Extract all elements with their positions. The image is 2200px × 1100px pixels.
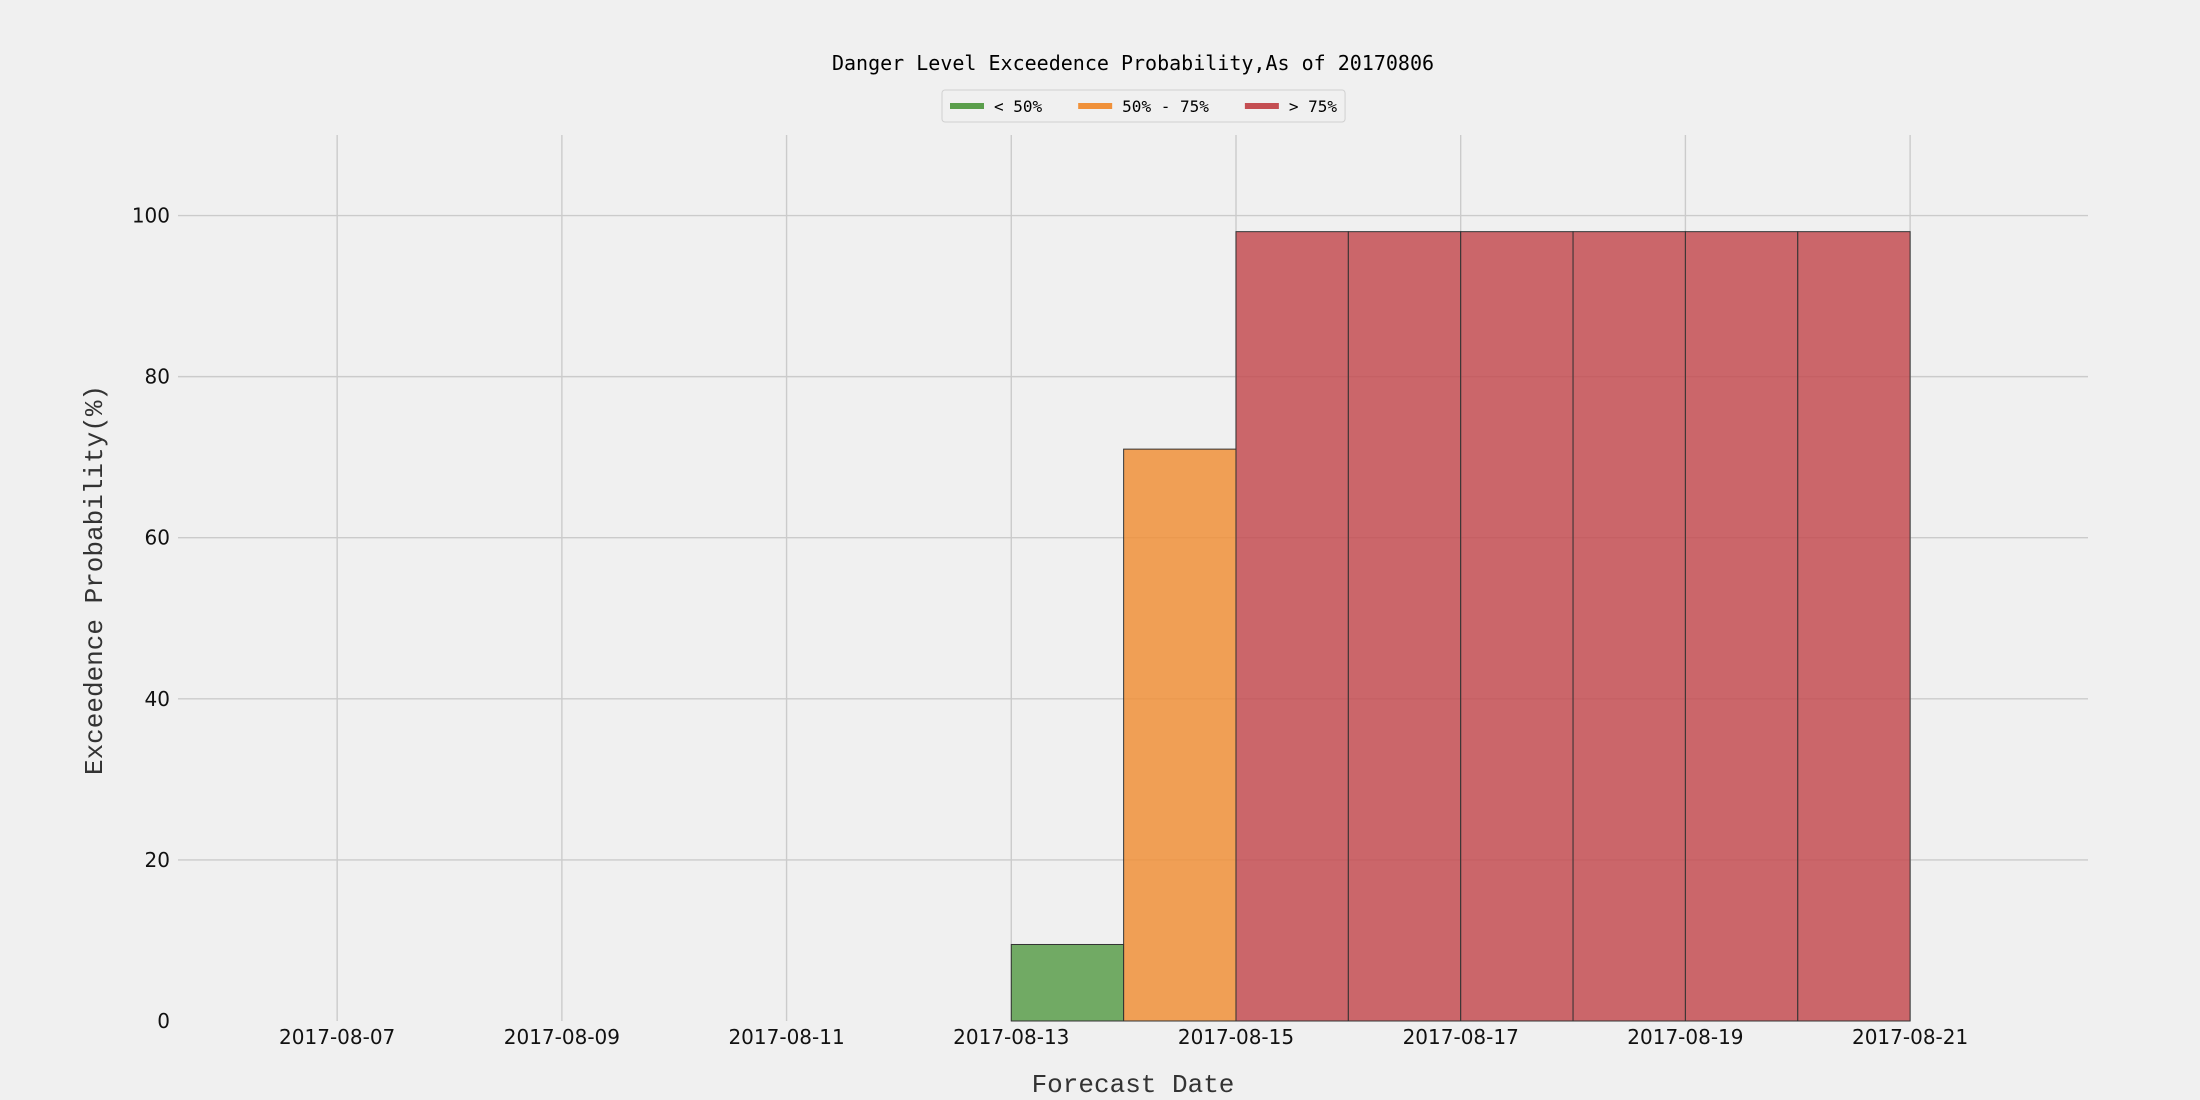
bar-2017-08-15 — [1123, 448, 1237, 1022]
bar-2017-08-19 — [1572, 231, 1686, 1022]
legend-label: < 50% — [994, 97, 1043, 116]
bar-2017-08-17 — [1347, 231, 1462, 1022]
y-tick-label: 40 — [145, 687, 170, 711]
x-tick-label: 2017-08-07 — [279, 1025, 395, 1049]
x-tick-label: 2017-08-09 — [504, 1025, 620, 1049]
legend: < 50% 50% - 75% > 75% — [941, 89, 1346, 123]
legend-label: 50% - 75% — [1122, 97, 1209, 116]
bars — [1010, 231, 1911, 1022]
chart-title: Danger Level Exceedence Probability,As o… — [832, 51, 1434, 75]
bar-2017-08-16 — [1235, 231, 1349, 1022]
bar-2017-08-14 — [1010, 943, 1125, 1022]
bar-2017-08-20 — [1684, 231, 1799, 1022]
x-tick-label: 2017-08-21 — [1852, 1025, 1968, 1049]
y-tick-label: 20 — [145, 848, 170, 872]
y-axis-label: Exceedence Probability(%) — [80, 385, 110, 775]
x-tick-label: 2017-08-19 — [1627, 1025, 1743, 1049]
bar-2017-08-21 — [1797, 231, 1911, 1022]
legend-label: > 75% — [1289, 97, 1338, 116]
y-tick-label: 100 — [132, 204, 170, 228]
x-tick-label: 2017-08-11 — [728, 1025, 844, 1049]
y-tick-label: 80 — [145, 365, 170, 389]
x-axis-label: Forecast Date — [1032, 1070, 1235, 1100]
x-tick-label: 2017-08-17 — [1403, 1025, 1519, 1049]
legend-box — [941, 89, 1346, 123]
ticks: 0 20 40 60 80 100 2017-08-07 2017-08-09 2017-08-… — [132, 204, 1968, 1049]
bar-2017-08-18 — [1460, 231, 1574, 1022]
x-tick-label: 2017-08-13 — [953, 1025, 1069, 1049]
x-tick-label: 2017-08-15 — [1178, 1025, 1294, 1049]
y-tick-label: 0 — [157, 1009, 170, 1033]
y-tick-label: 60 — [145, 526, 170, 550]
